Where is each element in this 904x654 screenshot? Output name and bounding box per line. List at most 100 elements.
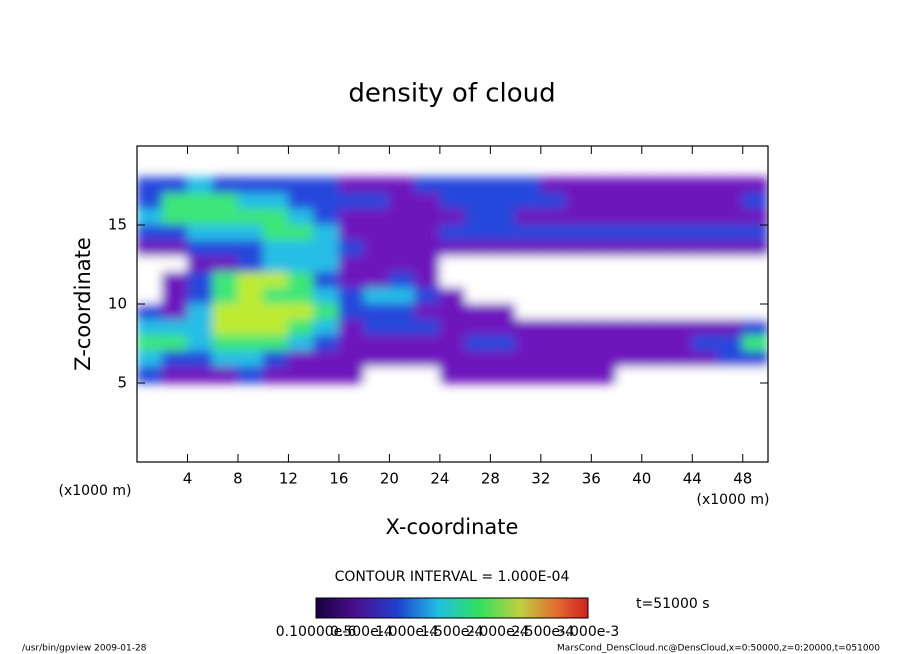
cell	[464, 240, 491, 258]
cell	[464, 208, 491, 226]
cell	[742, 240, 768, 258]
cell	[717, 303, 744, 321]
cell	[641, 350, 668, 368]
cell	[439, 366, 466, 384]
cell	[590, 287, 618, 305]
cell	[641, 256, 668, 273]
cell	[287, 287, 315, 305]
cell	[237, 366, 264, 384]
cell	[262, 224, 289, 242]
cell	[641, 224, 668, 242]
cell	[641, 303, 668, 321]
cell	[439, 240, 466, 258]
cell	[666, 335, 693, 352]
cell	[666, 256, 693, 273]
cell	[717, 287, 744, 305]
cell	[313, 177, 340, 194]
colorbar-label: 1.500e-4	[421, 624, 484, 640]
footer-right: MarsCond_DensCloud.nc@DensCloud,x=0:5000…	[557, 644, 880, 654]
cell	[212, 224, 239, 242]
cell	[666, 177, 693, 194]
cell	[439, 287, 466, 305]
cell	[212, 335, 239, 352]
cell	[565, 303, 592, 321]
cell	[540, 208, 567, 226]
cell	[717, 192, 744, 210]
cell	[641, 319, 668, 337]
cell	[287, 335, 315, 352]
cell	[439, 335, 466, 352]
cell	[287, 319, 315, 337]
cell	[464, 271, 491, 289]
cell	[439, 303, 466, 321]
cell	[186, 303, 214, 321]
cell	[137, 303, 163, 321]
cell	[262, 287, 289, 305]
cell	[137, 319, 163, 337]
x-tick-label: 32	[531, 470, 550, 488]
cell	[717, 335, 744, 352]
cell	[161, 256, 188, 273]
cell	[742, 271, 768, 289]
cell	[540, 319, 567, 337]
cell	[515, 335, 542, 352]
cell	[313, 287, 340, 305]
cell	[161, 177, 188, 194]
cell	[262, 177, 289, 194]
cell	[717, 224, 744, 242]
x-axis-label: X-coordinate	[386, 515, 519, 539]
x-tick-label: 16	[329, 470, 348, 488]
cell	[515, 271, 542, 289]
time-label: t=51000 s	[636, 596, 710, 612]
cell	[691, 366, 719, 384]
cell	[161, 192, 188, 210]
cell	[237, 192, 264, 210]
cell	[641, 335, 668, 352]
cell	[287, 366, 315, 384]
cell	[212, 350, 239, 368]
cell	[691, 350, 719, 368]
cell	[287, 303, 315, 321]
cell	[515, 350, 542, 368]
x-tick-label: 28	[481, 470, 500, 488]
cell	[137, 350, 163, 368]
cell	[414, 192, 441, 210]
cell	[212, 240, 239, 258]
cell	[565, 240, 592, 258]
cell	[313, 240, 340, 258]
cell	[186, 319, 214, 337]
cell	[742, 177, 768, 194]
cell	[540, 177, 567, 194]
cell	[363, 350, 390, 368]
colorbar	[315, 597, 589, 619]
cell	[262, 350, 289, 368]
cell	[313, 192, 340, 210]
colorbar-label: 2.500e-4	[511, 624, 574, 640]
cell	[338, 256, 365, 273]
cell	[641, 271, 668, 289]
cell	[262, 208, 289, 226]
cell	[565, 177, 592, 194]
cell	[414, 319, 441, 337]
cell	[641, 177, 668, 194]
cell	[515, 366, 542, 384]
contour-interval: CONTOUR INTERVAL = 1.000E-04	[335, 569, 570, 585]
colorbar-label: 0.10000e-6	[276, 624, 357, 640]
colorbar-labels: 0.10000e-60.500e-41.000e-41.500e-42.000e…	[276, 624, 620, 640]
cell	[313, 224, 340, 242]
cell	[363, 224, 390, 242]
cell	[691, 192, 719, 210]
cell	[363, 177, 390, 194]
cell	[287, 256, 315, 273]
cell	[565, 287, 592, 305]
cell	[388, 271, 416, 289]
cell	[464, 224, 491, 242]
cell	[666, 192, 693, 210]
cell	[590, 319, 618, 337]
cell	[666, 224, 693, 242]
cell	[489, 256, 517, 273]
cell	[439, 177, 466, 194]
y-tick-label: 5	[117, 374, 127, 392]
cell	[540, 224, 567, 242]
